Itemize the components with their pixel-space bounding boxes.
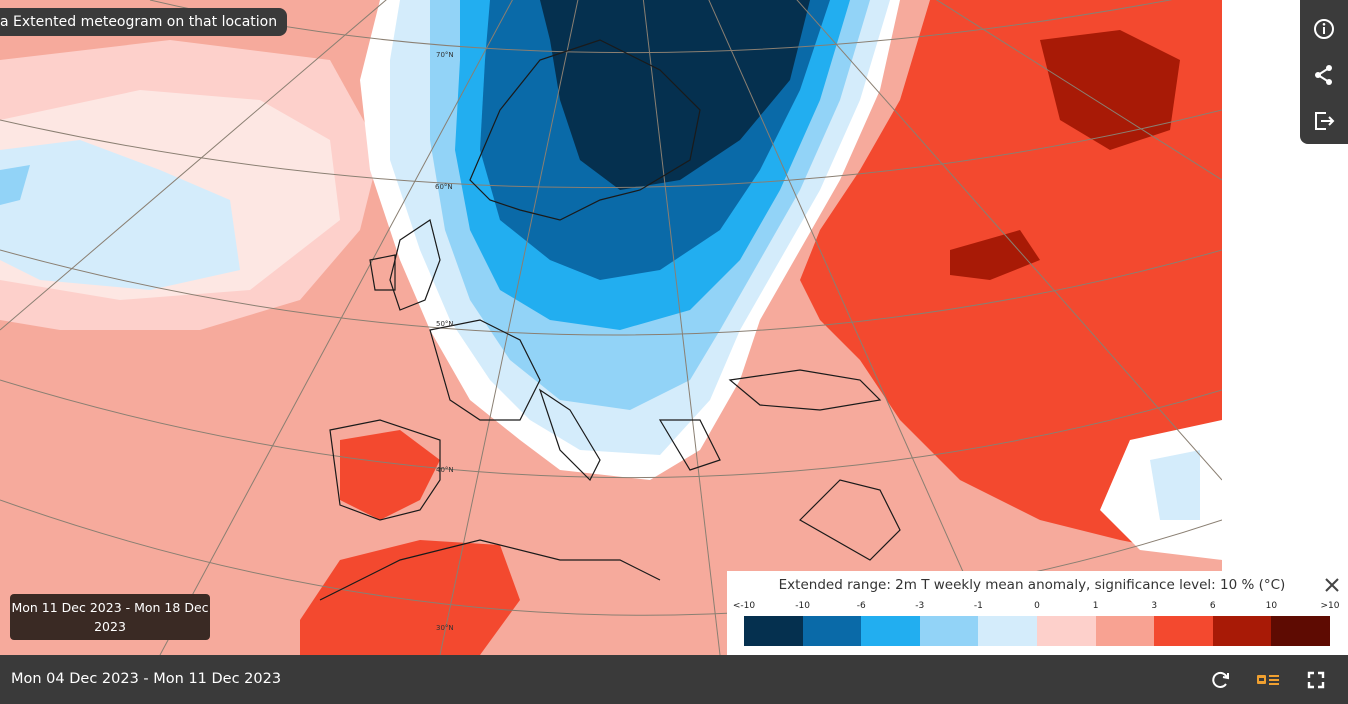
close-icon [1325,578,1339,592]
legend-swatches [744,616,1330,646]
africa-warm [300,540,520,655]
longitude-lines [0,0,1222,655]
legend-title: Extended range: 2m T weekly mean anomaly… [778,577,1286,593]
cold-core [540,0,810,190]
bottom-date-range: Mon 04 Dec 2023 - Mon 11 Dec 2023 [11,671,282,687]
lat-label-70: 70°N [436,51,454,59]
legend-toggle-button[interactable] [1255,667,1281,693]
legend-swatch [1036,616,1096,646]
info-button[interactable] [1300,6,1348,52]
legend-swatch [1271,616,1330,646]
legend-swatch [802,616,862,646]
date-badge-line1: Mon 11 Dec 2023 - Mon 18 Dec [11,600,209,615]
legend-tick: 1 [1092,601,1099,611]
warm-core-north [1040,30,1180,150]
lat-label-60: 60°N [435,183,453,191]
legend-tick: 3 [1151,601,1158,611]
refresh-button[interactable] [1207,667,1233,693]
legend-tick: -3 [915,601,925,611]
legend-tick: 6 [1209,601,1216,611]
coastlines [319,39,901,601]
legend-tick: >10 [1320,601,1340,611]
atlantic-blue-spot [0,165,30,205]
legend-panel: Extended range: 2m T weekly mean anomaly… [727,571,1348,655]
map-canvas[interactable]: 70°N 60°N 50°N 40°N 30°N [0,0,1222,655]
legend-swatch [744,616,803,646]
legend-swatch [1095,616,1155,646]
latitude-labels: 70°N 60°N 50°N 40°N 30°N [435,51,454,632]
close-legend-button[interactable] [1322,575,1342,595]
lat-label-40: 40°N [436,466,454,474]
bottom-bar: Mon 04 Dec 2023 - Mon 11 Dec 2023 [0,655,1348,704]
lat-label-50: 50°N [436,320,454,328]
atlantic-cold-patch [0,140,240,290]
warm-core-south [950,230,1040,280]
legend-tick: 10 [1265,601,1278,611]
export-button[interactable] [1300,98,1348,144]
legend-swatch [1212,616,1272,646]
refresh-icon [1212,671,1229,688]
date-badge: Mon 11 Dec 2023 - Mon 18 Dec 2023 [10,594,210,640]
legend-tick: -1 [973,601,983,611]
legend-tick: -6 [856,601,866,611]
date-badge-line2: 2023 [94,619,126,634]
legend-swatch [861,616,920,646]
legend-tick: 0 [1034,601,1040,611]
legend-tick: <-10 [732,601,756,611]
side-toolbar [1300,0,1348,144]
info-icon [1314,19,1334,39]
central-asia-cold [1150,450,1200,520]
export-icon [1315,112,1335,130]
map-tooltip: a Extented meteogram on that location [0,8,288,36]
anomaly-map[interactable]: 70°N 60°N 50°N 40°N 30°N [0,0,1222,655]
tooltip-text: a Extented meteogram on that location [0,14,278,30]
legend-swatch [1154,616,1213,646]
lat-label-30: 30°N [436,624,454,632]
legend-tick: -10 [795,601,810,611]
iberia-warm [340,430,440,520]
legend-swatch [978,616,1037,646]
share-button[interactable] [1300,52,1348,98]
legend-toggle-icon [1257,675,1279,685]
legend-swatch [919,616,979,646]
fullscreen-icon [1307,671,1325,689]
fullscreen-button[interactable] [1303,667,1329,693]
share-icon [1315,65,1332,85]
latitude-lines [0,0,1222,616]
